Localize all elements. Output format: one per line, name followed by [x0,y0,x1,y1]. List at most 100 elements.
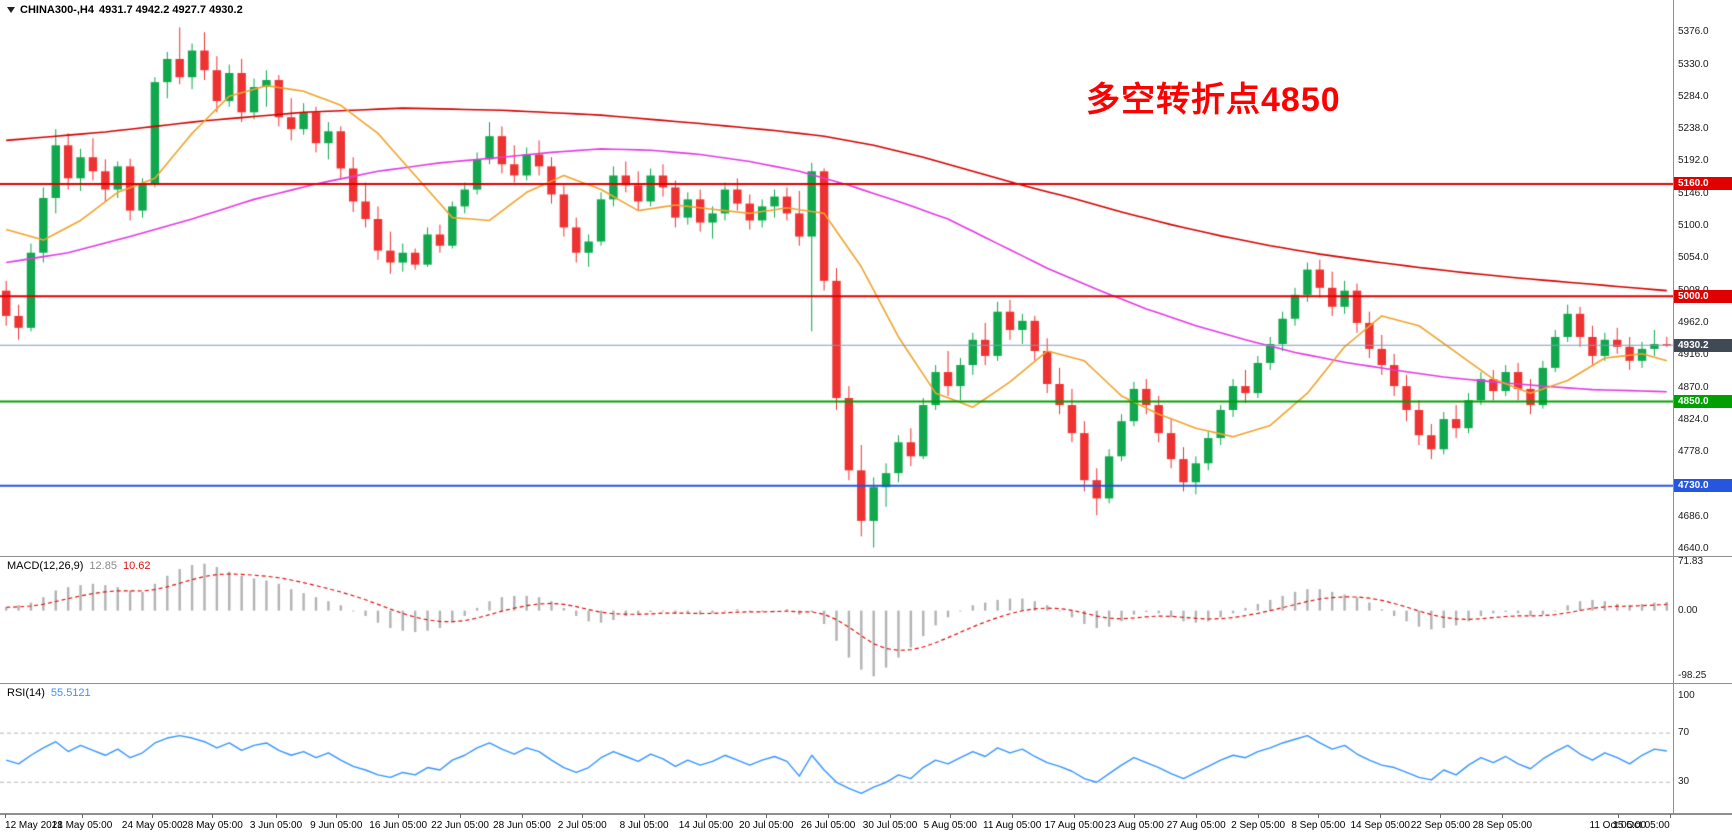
rsi-axis[interactable]: 100 70 30 [1673,684,1732,813]
price-level-tag: 4930.2 [1674,338,1732,352]
time-tick-mark [398,814,400,818]
axis-tick-label: 4824.0 [1678,413,1709,425]
time-axis-divider [0,814,1732,815]
time-tick-mark [1258,814,1260,818]
time-tick-label: 23 Aug 05:00 [1104,820,1164,831]
macd-canvas[interactable] [0,557,1673,683]
axis-tick-label: 100 [1678,690,1695,702]
time-tick-label: 9 Jun 05:00 [310,820,363,831]
time-tick-mark [1318,814,1320,818]
time-tick-label: 11 Aug 05:00 [983,820,1042,831]
time-tick-label: 5 Aug 05:00 [923,820,977,831]
axis-tick-label: 4640.0 [1678,542,1709,554]
price-pane: CHINA300-,H4 4931.7 4942.2 4927.7 4930.2… [0,0,1732,557]
macd-signal-value: 10.62 [122,560,151,572]
time-tick-mark [152,814,154,818]
time-tick-mark [336,814,338,818]
time-tick-mark [1502,814,1504,818]
rsi-value: 55.5121 [50,687,91,699]
rsi-name: RSI(14) [7,687,45,699]
time-tick-label: 16 Jun 05:00 [369,820,428,831]
time-tick-label: 27 Aug 05:00 [1166,820,1226,831]
time-tick-label: 22 Jun 05:00 [431,820,489,831]
time-tick-label: 3 Jun 05:00 [249,820,303,831]
time-tick-label: 26 Jul 05:00 [800,820,856,831]
rsi-pane: RSI(14) 55.5121 100 70 30 [0,684,1732,814]
time-tick-label: 8 Sep 05:00 [1291,820,1346,831]
time-tick-mark [706,814,707,818]
price-level-tag: 5000.0 [1674,289,1732,303]
price-level-tag: 4850.0 [1674,395,1732,409]
time-tick-label: 28 Sep 05:00 [1472,820,1533,831]
axis-tick-label: 4916.0 [1678,349,1709,361]
macd-label: MACD(12,26,9) 12.85 10.62 [7,560,150,572]
time-tick-mark [890,814,892,818]
rsi-label: RSI(14) 55.5121 [7,687,91,699]
time-tick-label: 18 May 05:00 [51,820,113,831]
axis-tick-label: 5330.0 [1678,58,1709,70]
time-tick-label: 14 Jul 05:00 [678,820,734,831]
time-tick-mark [81,814,83,818]
macd-name: MACD(12,26,9) [7,560,84,572]
axis-tick-label: 4778.0 [1678,446,1709,458]
price-axis[interactable]: 5376.0 5330.0 5284.0 5238.0 5192.0 5146.0 5100… [1673,0,1732,556]
time-tick-mark [1196,814,1198,818]
axis-tick-label: -98.25 [1678,670,1707,682]
time-tick-mark [644,814,646,818]
time-tick-label: 2 Sep 05:00 [1231,820,1286,831]
time-tick-mark [276,814,278,818]
time-tick-mark [1440,814,1442,818]
time-tick-mark [460,814,462,818]
time-tick-mark [5,814,7,818]
time-tick-label: 28 Jun 05:00 [493,820,551,831]
time-tick-mark [828,814,830,818]
macd-main-value: 12.85 [89,560,117,572]
rsi-canvas[interactable] [0,684,1673,813]
chart-annotation-text: 多空转折点4850 [1086,81,1341,119]
time-tick-mark [1617,814,1619,818]
axis-tick-label: 5146.0 [1678,187,1709,199]
symbol-timeframe-label: CHINA300-,H4 [20,4,94,16]
axis-tick-label: 71.83 [1678,556,1704,568]
time-tick-mark [1074,814,1076,818]
time-tick-label: 8 Jul 05:00 [619,820,669,831]
triangle-down-icon [7,7,15,13]
axis-tick-label: 5054.0 [1678,252,1709,264]
time-tick-mark [1669,814,1671,818]
symbol-info: CHINA300-,H4 4931.7 4942.2 4927.7 4930.2 [7,4,243,16]
time-tick-label: 28 May 05:00 [182,820,243,831]
time-tick-mark [950,814,952,818]
price-level-tag: 5160.0 [1674,177,1732,191]
time-tick-label: 11 Oct 05:00 [1589,820,1647,831]
time-tick-mark [1134,814,1136,818]
time-tick-label: 17 Aug 05:00 [1044,820,1104,831]
time-tick-label: 22 Sep 05:00 [1410,820,1471,831]
time-tick-label: 24 May 05:00 [121,820,183,831]
macd-pane: MACD(12,26,9) 12.85 10.62 71.83 0.00 -98.25 [0,556,1732,684]
axis-tick-label: 5376.0 [1678,26,1709,38]
time-axis[interactable]: 12 May 2021 18 May 05:00 24 May 05:00 28 Ma… [0,814,1732,836]
time-tick-mark [582,814,584,818]
time-tick-mark [1012,814,1014,818]
time-tick-label: 12 May 2021 [5,820,63,831]
price-level-tag: 4730.0 [1674,479,1732,493]
time-tick-label: 2 Jul 05:00 [557,820,607,831]
time-tick-mark [1380,814,1382,818]
time-tick-mark [212,814,214,818]
ohlc-values: 4931.7 4942.2 4927.7 4930.2 [98,4,243,16]
axis-tick-label: 5238.0 [1678,123,1709,135]
time-tick-mark [766,814,768,818]
axis-tick-label: 5284.0 [1678,90,1709,102]
time-tick-label: 14 Sep 05:00 [1350,820,1410,831]
axis-tick-label: 4870.0 [1678,381,1709,393]
time-tick-mark [521,814,523,818]
axis-tick-label: 5192.0 [1678,155,1709,167]
axis-tick-label: 70 [1678,727,1690,739]
axis-tick-label: 30 [1678,776,1690,788]
time-tick-label: 30 Jul 05:00 [862,820,918,831]
macd-axis[interactable]: 71.83 0.00 -98.25 [1673,556,1732,683]
price-chart-canvas[interactable] [0,0,1673,556]
axis-tick-label: 4962.0 [1678,316,1709,328]
axis-tick-label: 5100.0 [1678,220,1709,232]
